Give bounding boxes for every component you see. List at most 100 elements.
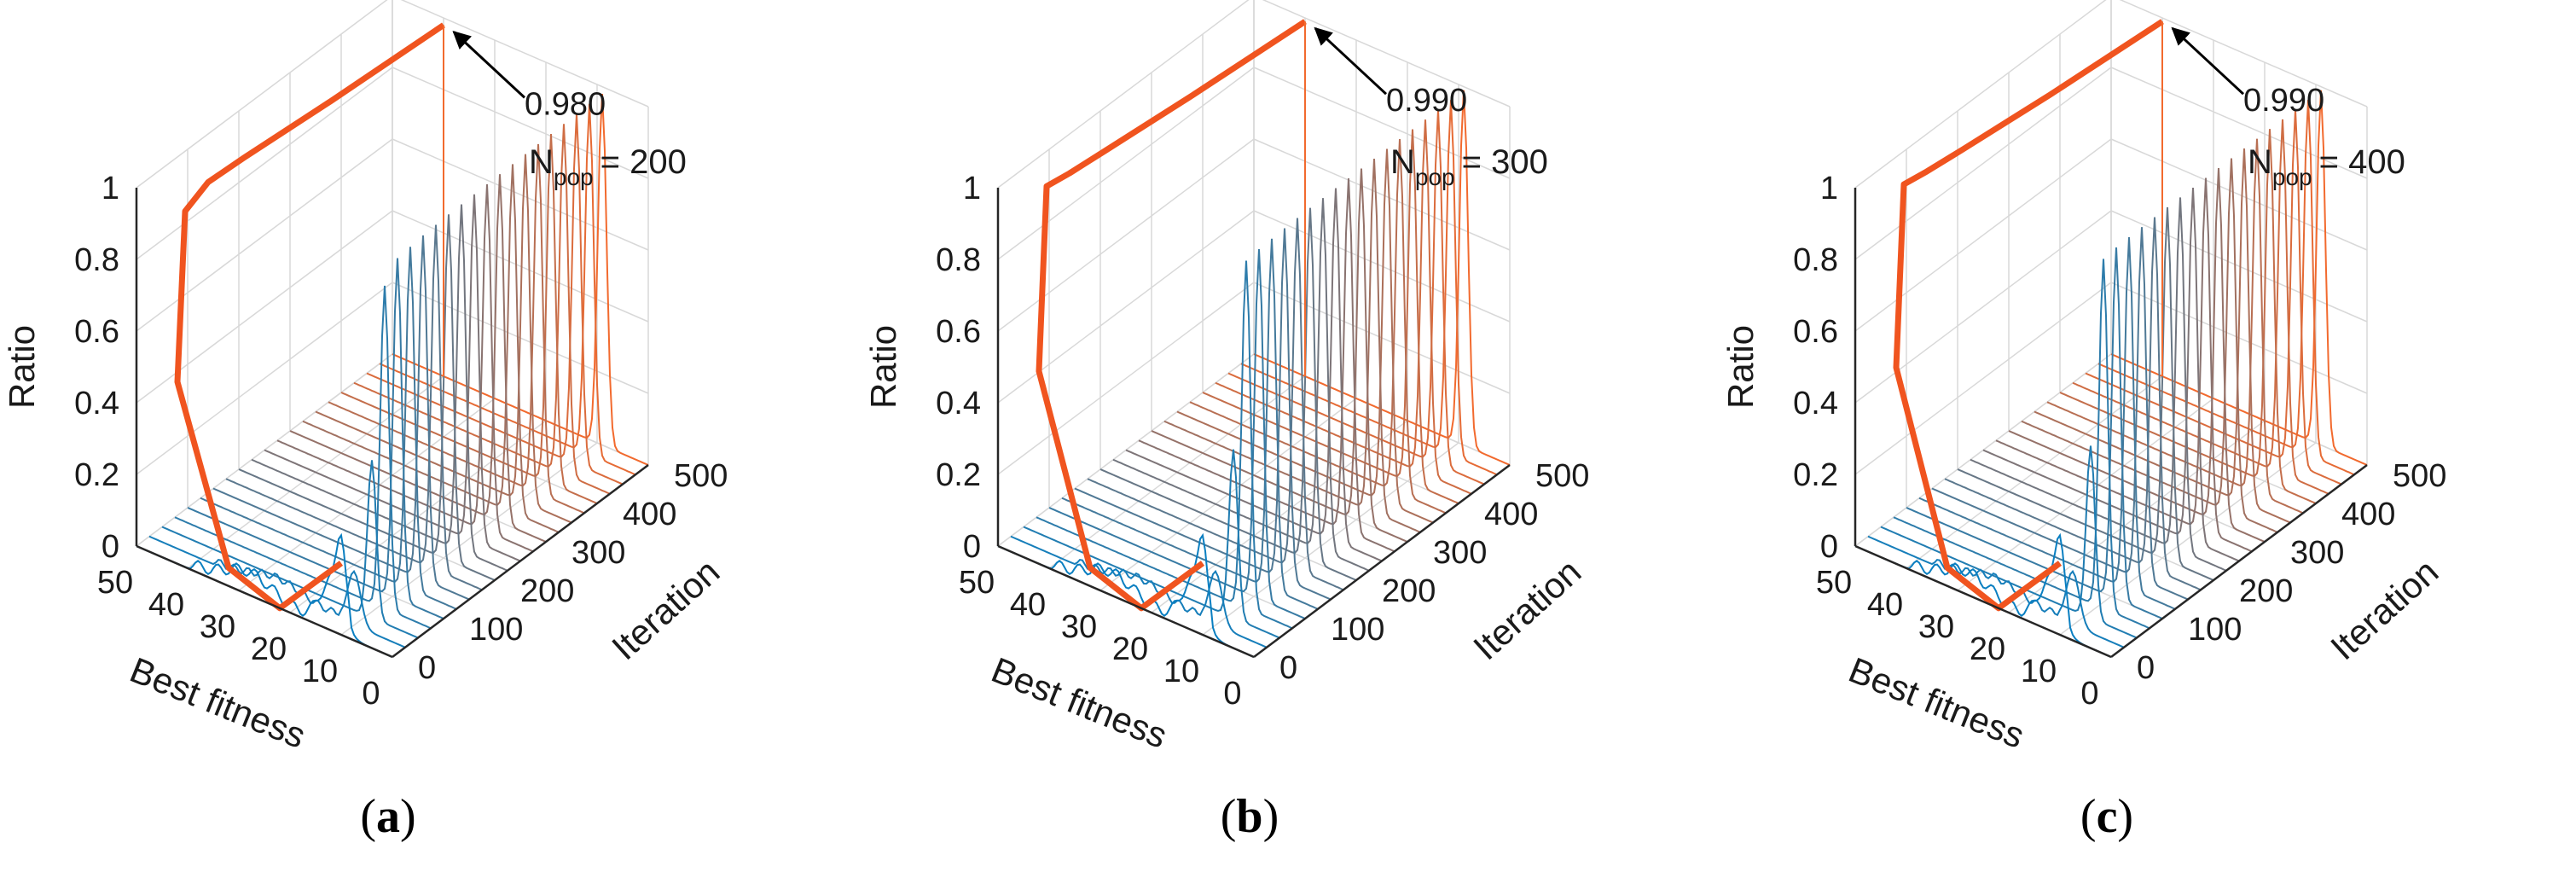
z-tick-label: 0.2 <box>74 457 119 493</box>
z-tick-label: 1 <box>102 171 119 206</box>
grid-line <box>1854 0 2107 189</box>
y-tick-label: 100 <box>469 612 523 648</box>
z-axis-title: Ratio <box>2 325 42 409</box>
series-line-iter-150 <box>1074 228 1332 601</box>
npop-value: = 400 <box>2319 143 2405 181</box>
grid-line <box>997 138 1255 332</box>
series-line-iter-225 <box>1112 198 1370 572</box>
grid-line <box>1202 442 1459 636</box>
y-tick-label: 0 <box>1279 650 1297 686</box>
npop-value: = 300 <box>1462 143 1548 181</box>
paren-open: ( <box>2080 790 2097 843</box>
z-tick-label: 0 <box>1820 529 1838 565</box>
grid-line <box>136 282 393 475</box>
grid-line <box>997 210 1255 404</box>
npop-subscript: pop <box>1415 164 1455 190</box>
panel-label: (c) <box>2080 790 2133 843</box>
npop-subscript: pop <box>554 164 594 190</box>
series-line-iter-275 <box>276 183 534 553</box>
paren-close: ) <box>400 790 416 843</box>
panel-letter: c <box>2097 790 2118 843</box>
peak-label: 0.990 <box>1386 83 1467 119</box>
y-tick-label: 0 <box>418 650 436 686</box>
z-tick-label: 0.4 <box>74 386 119 421</box>
y-tick-label: 200 <box>1382 573 1436 609</box>
panel-letter: b <box>1236 790 1262 843</box>
peak-label: 0.990 <box>2243 83 2324 119</box>
x-tick-label: 30 <box>200 609 235 645</box>
series-line-iter-150 <box>1931 227 2189 601</box>
y-tick-label: 100 <box>1331 612 1384 648</box>
panel-b: 01020304050010020030040050000.20.40.60.8… <box>863 0 1589 843</box>
z-tick-label: 0.2 <box>1793 457 1838 493</box>
panel-c: 01020304050010020030040050000.20.40.60.8… <box>1720 0 2446 843</box>
y-tick-label: 300 <box>2290 535 2344 571</box>
paren-close: ) <box>2117 790 2133 843</box>
series-line-iter-175 <box>225 224 483 591</box>
panel-label: (a) <box>360 790 415 843</box>
peak-trace-line <box>1036 19 1307 612</box>
npop-symbol: N <box>1390 143 1415 181</box>
y-tick-label: 200 <box>520 573 574 609</box>
peak-trace-line <box>174 22 445 612</box>
npop-annotation: Npop = 200 <box>529 143 687 190</box>
z-tick-label: 0.2 <box>936 457 981 493</box>
z-tick-label: 0 <box>963 529 981 565</box>
x-tick-label: 30 <box>1061 609 1097 645</box>
y-tick-label: 100 <box>2188 612 2242 648</box>
z-tick-label: 1 <box>963 171 981 206</box>
grid-line <box>997 0 1250 189</box>
series-line-iter-225 <box>1970 197 2227 572</box>
x-tick-label: 0 <box>2080 676 2098 712</box>
y-tick-label: 500 <box>1535 458 1589 494</box>
series-line-iter-25 <box>148 535 406 648</box>
x-tick-label: 20 <box>251 631 287 667</box>
grid-line <box>2059 442 2317 636</box>
x-tick-label: 50 <box>1816 565 1852 601</box>
x-tick-label: 10 <box>1163 654 1199 689</box>
npop-symbol: N <box>529 143 554 181</box>
grid-line <box>1253 138 1511 251</box>
grid-line <box>1854 67 2112 260</box>
x-tick-label: 20 <box>1970 631 2005 667</box>
series-line-iter-25 <box>1010 535 1268 648</box>
grid-line <box>997 282 1255 475</box>
npop-value: = 200 <box>600 143 687 181</box>
x-tick-label: 0 <box>362 676 380 712</box>
x-tick-label: 0 <box>1223 676 1241 712</box>
grid-line <box>136 0 388 189</box>
x-tick-label: 10 <box>2021 654 2057 689</box>
series-line-iter-150 <box>212 235 470 601</box>
x-axis-line <box>136 544 393 659</box>
series-line-iter-175 <box>1944 217 2202 591</box>
grid-line <box>2110 138 2368 251</box>
series-line-iter-125 <box>1061 238 1319 610</box>
peak-label: 0.980 <box>525 86 606 122</box>
y-tick-label: 500 <box>2393 458 2446 494</box>
grid-line <box>1262 0 1511 108</box>
series-line-iter-250 <box>264 194 521 562</box>
y-axis-line <box>392 464 649 658</box>
series-line-iter-25 <box>1867 535 2125 648</box>
panel-a: 01020304050010020030040050000.20.40.60.8… <box>2 0 728 843</box>
grid-line <box>1854 282 2112 475</box>
paren-close: ) <box>1263 790 1279 843</box>
z-tick-label: 0.6 <box>936 314 981 350</box>
y-tick-label: 400 <box>623 497 676 532</box>
npop-annotation: Npop = 300 <box>1390 143 1548 190</box>
x-tick-label: 40 <box>1867 587 1903 623</box>
series-line-iter-175 <box>1087 218 1344 591</box>
x-tick-label: 50 <box>959 565 995 601</box>
grid-line <box>2119 0 2368 108</box>
x-tick-label: 40 <box>148 587 184 623</box>
y-tick-label: 0 <box>2137 650 2155 686</box>
y-tick-label: 300 <box>1433 535 1487 571</box>
grid-line <box>1854 138 2112 332</box>
grid-line <box>1854 210 2112 404</box>
z-tick-label: 0.6 <box>1793 314 1838 350</box>
x-tick-label: 50 <box>97 565 133 601</box>
x-tick-label: 40 <box>1010 587 1046 623</box>
series-line-iter-300 <box>289 174 547 543</box>
series-line-iter-125 <box>200 247 457 610</box>
